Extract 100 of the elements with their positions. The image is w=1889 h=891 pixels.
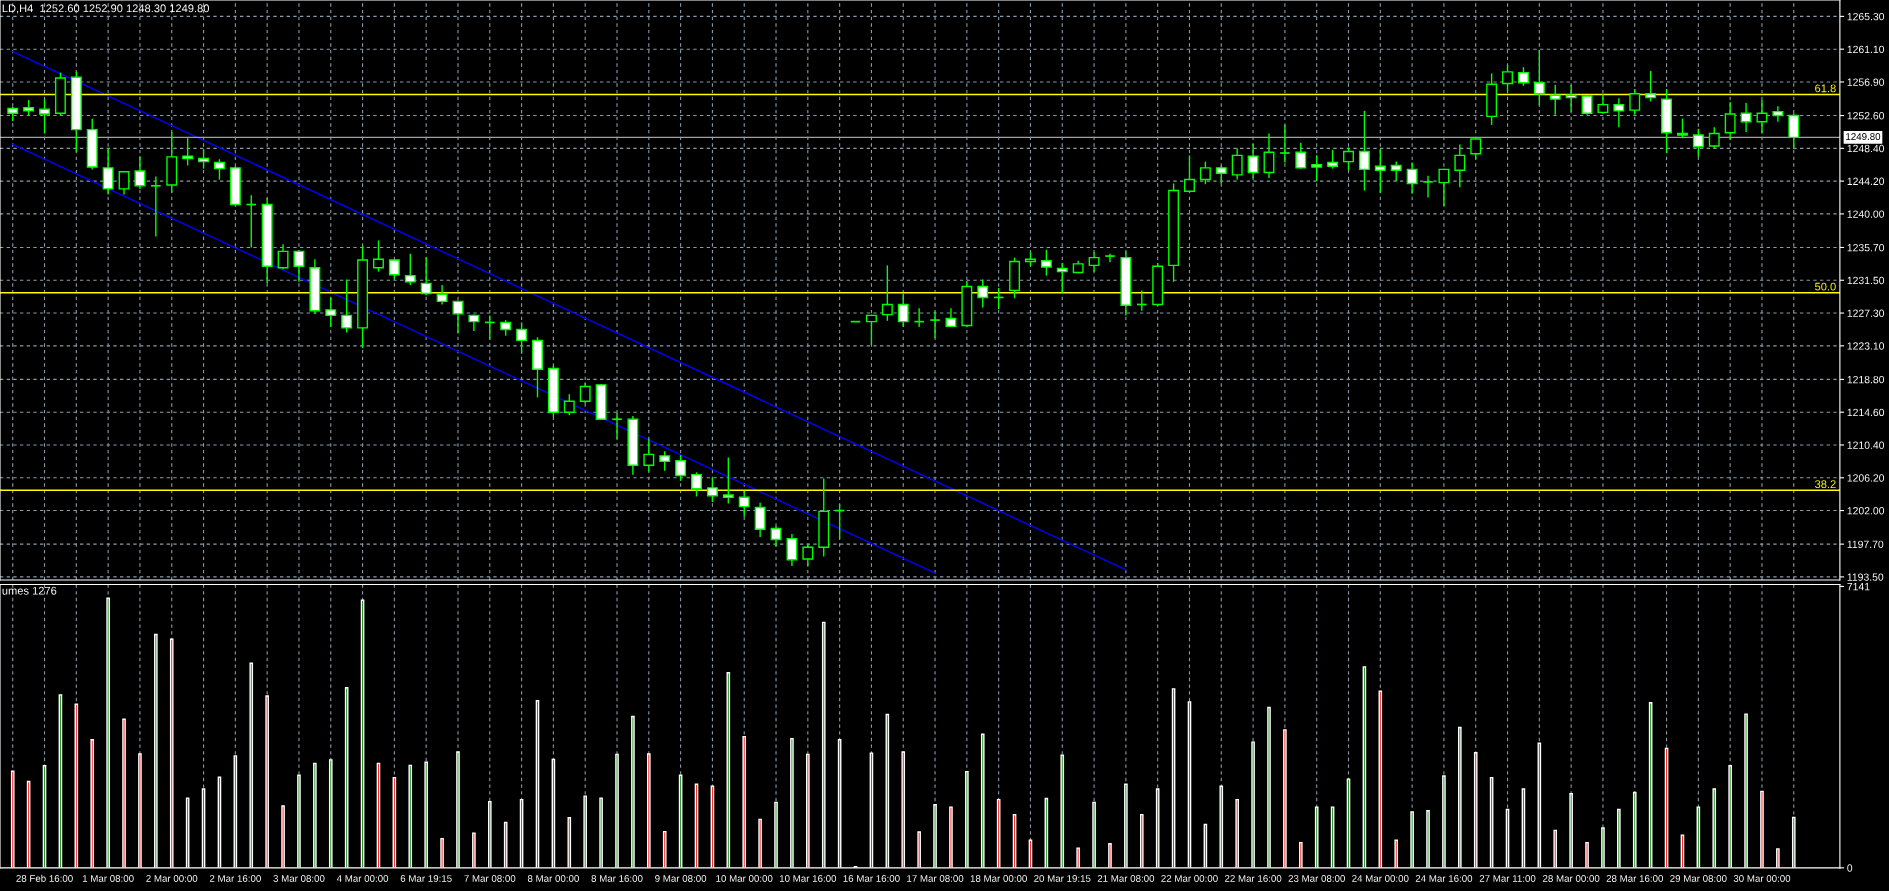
candlestick	[1040, 249, 1052, 277]
candlestick	[277, 243, 289, 271]
bar	[1728, 765, 1732, 868]
bar	[487, 800, 492, 868]
candlestick	[452, 299, 464, 335]
candlestick	[1470, 138, 1482, 160]
x-tick-label: 4 Mar 00:00	[336, 875, 389, 882]
candlestick	[563, 393, 575, 417]
y-tick-label: 1206.20	[1847, 474, 1885, 482]
bar	[901, 751, 906, 868]
bar	[806, 753, 810, 868]
candlestick	[1390, 160, 1402, 182]
bar	[1569, 793, 1573, 868]
candlestick	[1295, 142, 1307, 170]
candlestick	[897, 292, 909, 328]
bar	[1553, 829, 1558, 868]
candlestick	[388, 258, 400, 280]
x-tick-label: 27 Mar 11:00	[1479, 875, 1536, 882]
candlestick	[881, 264, 893, 322]
candlestick	[1724, 101, 1736, 141]
bar	[1283, 729, 1287, 868]
candlestick	[1629, 88, 1641, 116]
x-tick-label: 22 Mar 16:00	[1224, 875, 1282, 882]
bar	[662, 830, 667, 868]
bar	[821, 621, 826, 868]
candlestick	[1533, 49, 1545, 107]
bar	[1314, 806, 1319, 868]
x-tick-label: 21 Mar 08:00	[1097, 875, 1155, 882]
x-tick-label: 18 Mar 00:00	[970, 875, 1027, 882]
candlestick	[1502, 64, 1513, 93]
candlestick	[1454, 143, 1466, 189]
bar	[440, 837, 444, 868]
annotation: 38.2	[1815, 480, 1836, 489]
bar	[90, 739, 95, 868]
candlestick	[436, 284, 448, 306]
bar	[10, 770, 15, 868]
bar	[1124, 783, 1128, 868]
bar	[1601, 827, 1605, 868]
y-tick-label: 1231.50	[1847, 276, 1885, 285]
y-tick-label: 1202.00	[1847, 507, 1885, 515]
candlestick	[213, 158, 225, 181]
candlestick	[1645, 70, 1657, 103]
y-tick-label: 1197.70	[1847, 540, 1884, 549]
chart-title: LD,H4 1252.60 1252.90 1248.30 1249.80	[2, 4, 209, 14]
y-tick-label: 7141	[1847, 583, 1870, 591]
bar	[1617, 808, 1621, 868]
candlestick	[675, 454, 687, 482]
candlestick	[1199, 160, 1211, 185]
x-tick-label: 24 Mar 16:00	[1415, 875, 1473, 882]
x-tick-label: 29 Mar 08:00	[1670, 875, 1727, 882]
bar	[1251, 741, 1255, 868]
candlestick	[516, 321, 528, 355]
bar	[917, 831, 921, 868]
bar	[1776, 848, 1780, 868]
candlestick	[134, 155, 146, 190]
candlestick	[1613, 97, 1625, 128]
bar	[647, 753, 651, 868]
bar	[583, 795, 588, 868]
candlestick	[39, 98, 50, 135]
bar	[1791, 816, 1796, 868]
candlestick	[325, 296, 337, 328]
x-tick-label: 8 Mar 00:00	[527, 875, 579, 882]
bar	[933, 804, 937, 868]
candlestick	[1279, 124, 1291, 164]
bar	[1108, 843, 1112, 868]
bar	[1458, 726, 1462, 868]
chart-title: umes 1276	[2, 586, 57, 595]
x-tick-label: 23 Mar 08:00	[1288, 875, 1345, 882]
bar	[1744, 713, 1748, 868]
candlestick	[373, 239, 384, 273]
bar	[790, 737, 794, 868]
y-tick-label: 1261.10	[1847, 45, 1885, 54]
candlestick	[1438, 167, 1450, 207]
x-tick-label: 3 Mar 08:00	[273, 875, 325, 882]
ref-line-label: 1249.80	[1846, 133, 1881, 141]
bar	[567, 817, 572, 868]
bar	[949, 806, 953, 868]
bar	[615, 753, 619, 868]
bar	[408, 764, 413, 868]
x-tick-label: 30 Mar 00:00	[1733, 875, 1791, 882]
candlestick	[1327, 149, 1339, 170]
candlestick	[1740, 102, 1752, 133]
annotation: 50.0	[1815, 282, 1836, 291]
candlestick	[1231, 147, 1243, 181]
bar	[456, 751, 460, 868]
bar	[1092, 801, 1096, 868]
bar	[1410, 811, 1414, 868]
bar	[1235, 798, 1240, 868]
candlestick	[1676, 117, 1688, 139]
candlestick	[1184, 154, 1195, 193]
bar	[1473, 752, 1478, 868]
candlestick	[770, 525, 782, 548]
bar	[297, 774, 301, 868]
bar	[265, 695, 269, 868]
y-tick-label: 1235.70	[1847, 243, 1885, 252]
candlestick	[1358, 110, 1370, 192]
y-tick-label: 1265.30	[1847, 12, 1885, 21]
candlestick	[643, 438, 655, 473]
y-tick-label: 1193.50	[1847, 573, 1884, 581]
bar	[599, 797, 603, 868]
